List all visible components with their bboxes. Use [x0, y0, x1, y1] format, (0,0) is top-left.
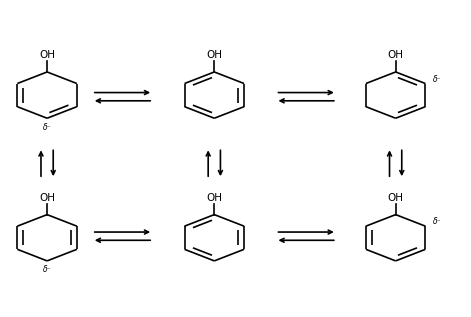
- Text: OH: OH: [388, 192, 404, 203]
- Text: δ⁻: δ⁻: [43, 265, 51, 274]
- Text: OH: OH: [39, 192, 55, 203]
- Text: δ⁻: δ⁻: [432, 74, 441, 84]
- Text: δ⁻: δ⁻: [432, 217, 441, 226]
- Text: OH: OH: [388, 50, 404, 60]
- Text: OH: OH: [39, 50, 55, 60]
- Text: δ⁻: δ⁻: [43, 123, 51, 132]
- Text: OH: OH: [206, 192, 222, 203]
- Text: OH: OH: [206, 50, 222, 60]
